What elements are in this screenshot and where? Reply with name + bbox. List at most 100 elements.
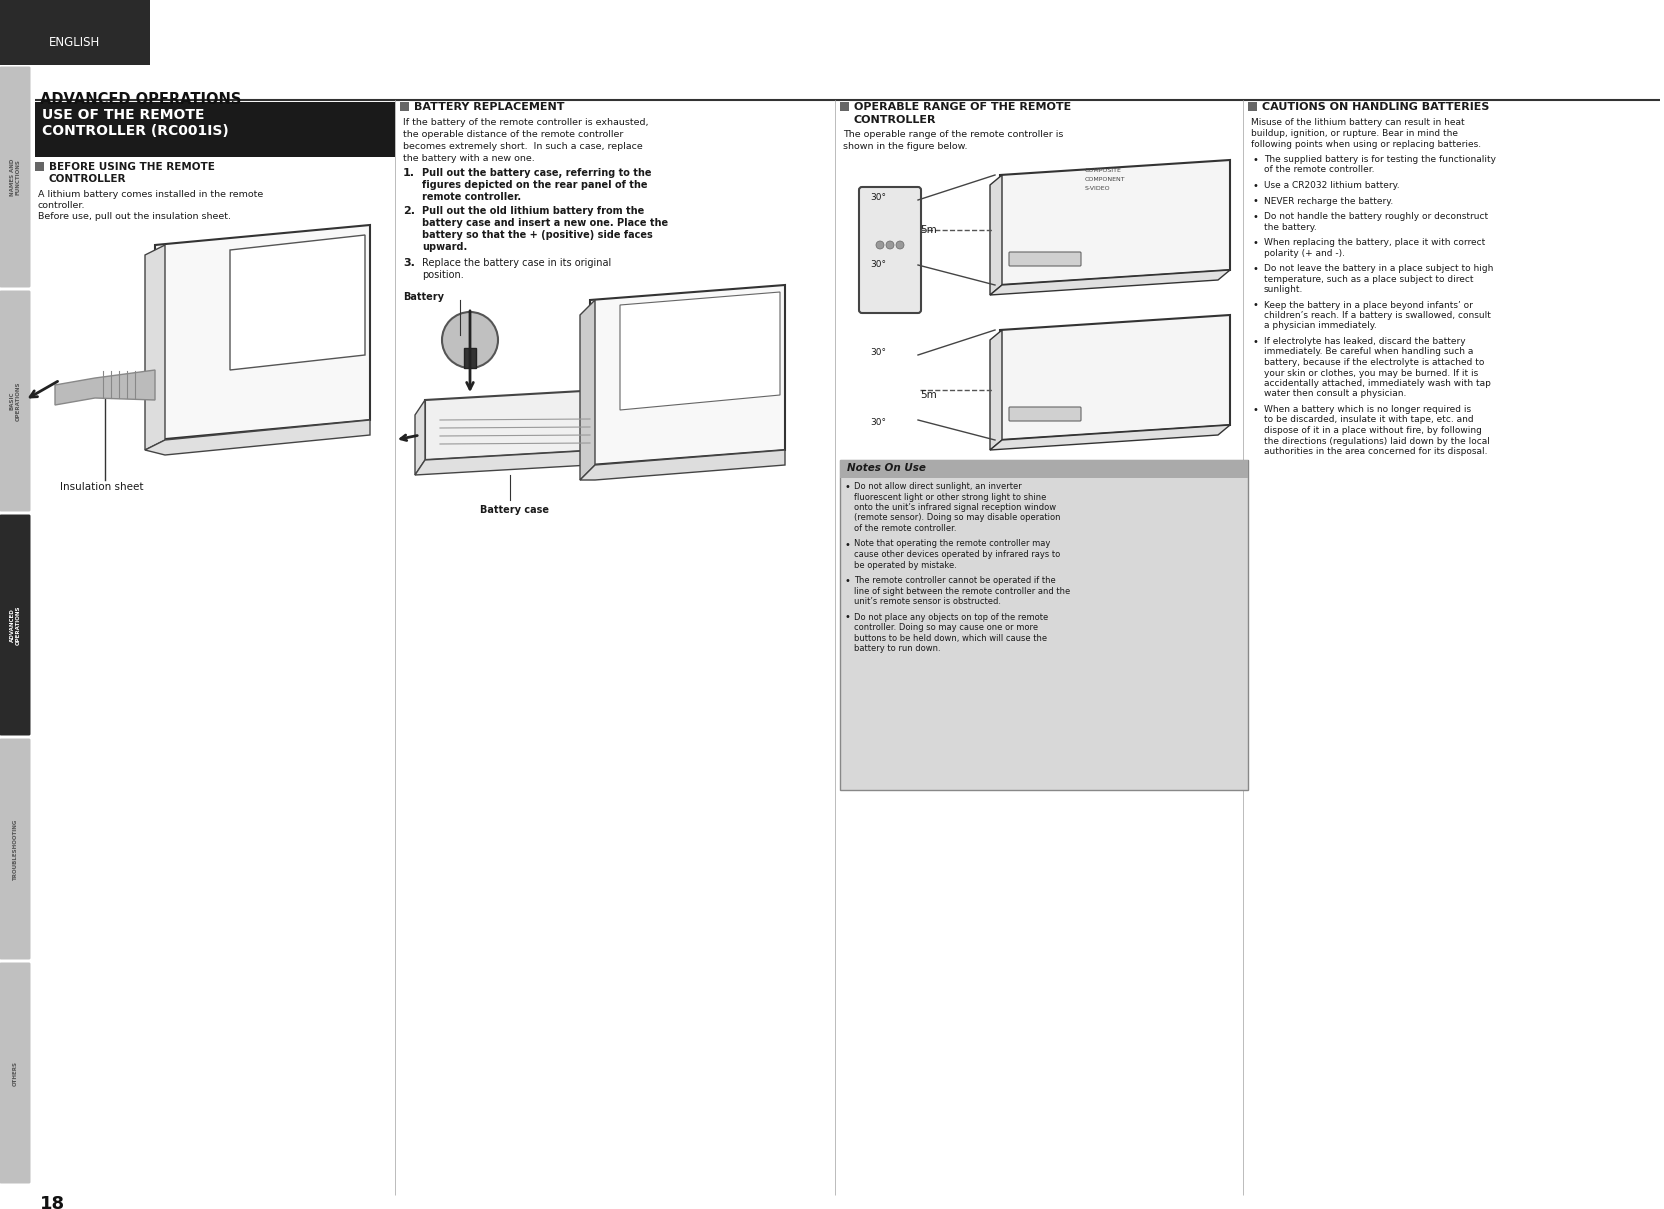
Text: be operated by mistake.: be operated by mistake. (854, 561, 957, 569)
Bar (399, 102, 409, 111)
Text: authorities in the area concerned for its disposal.: authorities in the area concerned for it… (1263, 447, 1486, 456)
Text: OPERABLE RANGE OF THE REMOTE: OPERABLE RANGE OF THE REMOTE (854, 102, 1070, 112)
Text: COMPONENT: COMPONENT (1085, 177, 1125, 183)
Bar (0, 0, 150, 65)
Text: 30°: 30° (870, 260, 885, 268)
FancyBboxPatch shape (0, 739, 30, 960)
Text: Keep the battery in a place beyond infants’ or: Keep the battery in a place beyond infan… (1263, 301, 1473, 310)
Text: The remote controller cannot be operated if the: The remote controller cannot be operated… (854, 575, 1055, 585)
Text: The operable range of the remote controller is: The operable range of the remote control… (842, 131, 1063, 139)
FancyBboxPatch shape (0, 66, 30, 288)
Text: battery so that the + (positive) side faces: battery so that the + (positive) side fa… (421, 230, 652, 241)
Text: TROUBLESHOOTING: TROUBLESHOOTING (13, 818, 18, 880)
Circle shape (895, 241, 904, 249)
Text: Do not allow direct sunlight, an inverter: Do not allow direct sunlight, an inverte… (854, 482, 1022, 491)
Polygon shape (579, 300, 594, 480)
Polygon shape (55, 370, 155, 405)
Text: accidentally attached, immediately wash with tap: accidentally attached, immediately wash … (1263, 378, 1489, 388)
Text: fluorescent light or other strong light to shine: fluorescent light or other strong light … (854, 492, 1045, 502)
Polygon shape (990, 175, 1002, 295)
Bar (840, 459, 1248, 789)
Polygon shape (990, 270, 1230, 295)
Text: •: • (845, 482, 850, 492)
Text: 30°: 30° (870, 193, 885, 202)
Text: of the remote controller.: of the remote controller. (1263, 166, 1374, 174)
Text: following points when using or replacing batteries.: following points when using or replacing… (1250, 140, 1481, 149)
Polygon shape (230, 235, 364, 370)
Text: OTHERS: OTHERS (13, 1060, 18, 1086)
Text: 30°: 30° (870, 348, 885, 357)
Polygon shape (579, 450, 784, 480)
Text: line of sight between the remote controller and the: line of sight between the remote control… (854, 586, 1070, 596)
Text: •: • (1253, 181, 1258, 191)
Text: to be discarded, insulate it with tape, etc. and: to be discarded, insulate it with tape, … (1263, 416, 1473, 424)
FancyBboxPatch shape (0, 290, 30, 511)
Text: When a battery which is no longer required is: When a battery which is no longer requir… (1263, 405, 1471, 413)
Text: •: • (1253, 264, 1258, 274)
Text: •: • (1253, 301, 1258, 311)
Text: CONTROLLER (RC001IS): CONTROLLER (RC001IS) (42, 125, 228, 138)
Polygon shape (414, 400, 424, 475)
Text: dispose of it in a place without fire, by following: dispose of it in a place without fire, b… (1263, 426, 1481, 435)
Text: Replace the battery case in its original: Replace the battery case in its original (421, 258, 611, 268)
Text: Pull out the old lithium battery from the: Pull out the old lithium battery from th… (421, 206, 644, 216)
Text: controller.: controller. (38, 201, 85, 210)
Text: The supplied battery is for testing the functionality: The supplied battery is for testing the … (1263, 155, 1494, 164)
Bar (840, 102, 849, 111)
Text: immediately. Be careful when handling such a: immediately. Be careful when handling su… (1263, 347, 1473, 357)
Text: ADVANCED OPERATIONS: ADVANCED OPERATIONS (40, 92, 241, 108)
Text: 5m: 5m (920, 225, 937, 235)
Text: of the remote controller.: of the remote controller. (854, 523, 955, 533)
Text: the battery.: the battery. (1263, 222, 1316, 231)
Text: controller. Doing so may cause one or more: controller. Doing so may cause one or mo… (854, 623, 1037, 632)
Polygon shape (990, 426, 1230, 450)
Circle shape (875, 241, 884, 249)
Polygon shape (414, 450, 599, 475)
Text: 18: 18 (40, 1194, 65, 1209)
Text: sunlight.: sunlight. (1263, 285, 1303, 294)
Text: NAMES AND
FUNCTIONS: NAMES AND FUNCTIONS (10, 158, 20, 196)
FancyBboxPatch shape (1008, 251, 1080, 266)
Text: •: • (1253, 337, 1258, 347)
Text: the battery with a new one.: the battery with a new one. (403, 154, 534, 163)
Text: children’s reach. If a battery is swallowed, consult: children’s reach. If a battery is swallo… (1263, 311, 1489, 320)
Text: 5m: 5m (920, 391, 937, 400)
Text: Do not leave the battery in a place subject to high: Do not leave the battery in a place subj… (1263, 264, 1493, 273)
Text: onto the unit’s infrared signal reception window: onto the unit’s infrared signal receptio… (854, 503, 1055, 511)
Text: •: • (1253, 212, 1258, 222)
Text: battery to run down.: battery to run down. (854, 644, 940, 653)
FancyBboxPatch shape (0, 962, 30, 1184)
Text: battery, because if the electrolyte is attached to: battery, because if the electrolyte is a… (1263, 358, 1484, 368)
Text: 3.: 3. (403, 258, 414, 268)
Text: Before use, pull out the insulation sheet.: Before use, pull out the insulation shee… (38, 212, 231, 221)
Polygon shape (1000, 160, 1230, 285)
Text: Insulation sheet: Insulation sheet (60, 482, 143, 492)
Bar (840, 459, 1248, 478)
Text: If electrolyte has leaked, discard the battery: If electrolyte has leaked, discard the b… (1263, 337, 1464, 346)
FancyBboxPatch shape (1008, 407, 1080, 421)
Text: cause other devices operated by infrared rays to: cause other devices operated by infrared… (854, 550, 1060, 559)
Text: water then consult a physician.: water then consult a physician. (1263, 389, 1406, 399)
Text: 30°: 30° (870, 418, 885, 427)
FancyBboxPatch shape (0, 515, 30, 735)
Text: buildup, ignition, or rupture. Bear in mind the: buildup, ignition, or rupture. Bear in m… (1250, 129, 1458, 138)
Text: shown in the figure below.: shown in the figure below. (842, 141, 967, 151)
Text: NEVER recharge the battery.: NEVER recharge the battery. (1263, 197, 1393, 206)
Text: •: • (1253, 405, 1258, 415)
Text: •: • (845, 575, 850, 586)
Text: Notes On Use: Notes On Use (847, 463, 925, 473)
Text: A lithium battery comes installed in the remote: A lithium battery comes installed in the… (38, 190, 263, 199)
Text: upward.: upward. (421, 242, 468, 251)
Text: ENGLISH: ENGLISH (50, 36, 100, 50)
Text: Note that operating the remote controller may: Note that operating the remote controlle… (854, 539, 1050, 549)
Text: battery case and insert a new one. Place the: battery case and insert a new one. Place… (421, 218, 667, 229)
FancyBboxPatch shape (859, 187, 920, 313)
Bar (35, 162, 43, 170)
Text: •: • (1253, 238, 1258, 248)
Text: position.: position. (421, 270, 464, 280)
Bar (840, 459, 1248, 789)
Text: Battery case: Battery case (479, 505, 549, 515)
Text: •: • (1253, 197, 1258, 207)
Text: temperature, such as a place subject to direct: temperature, such as a place subject to … (1263, 274, 1473, 283)
Text: CAUTIONS ON HANDLING BATTERIES: CAUTIONS ON HANDLING BATTERIES (1261, 102, 1489, 112)
